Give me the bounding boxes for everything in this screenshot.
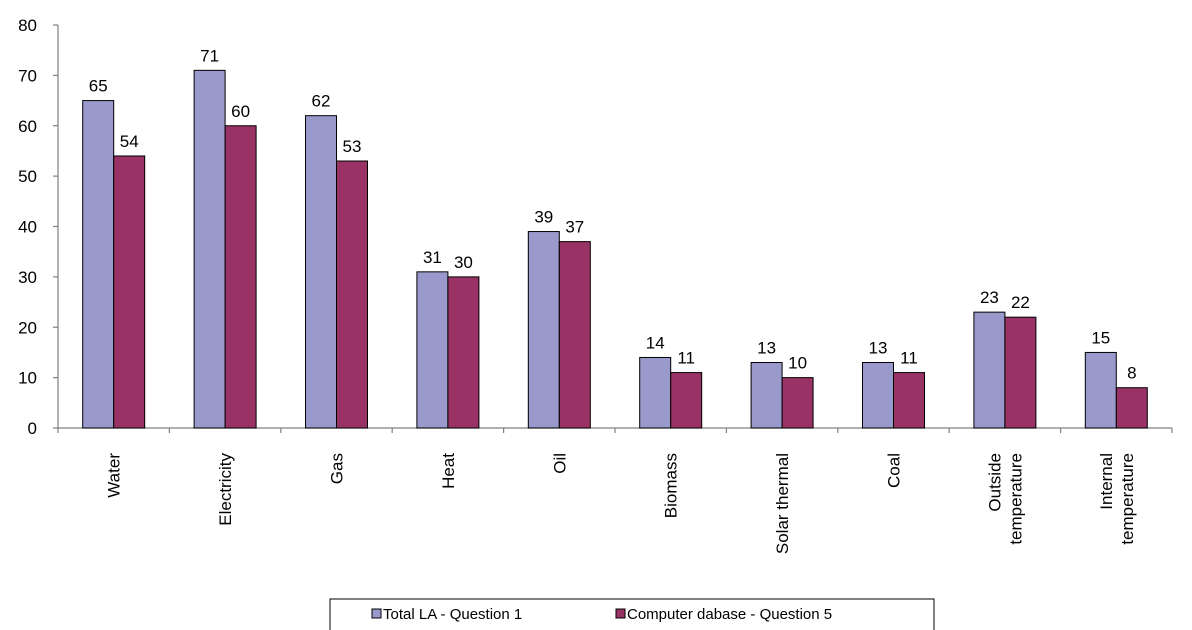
data-label: 8 <box>1127 364 1136 383</box>
data-label: 62 <box>312 92 331 111</box>
data-label: 13 <box>757 339 776 358</box>
bar-computer-database-biomass <box>671 373 702 428</box>
y-tick-label: 60 <box>18 117 37 136</box>
category-label: temperature <box>1118 453 1137 545</box>
legend-swatch <box>616 609 625 618</box>
bar-computer-database-heat <box>448 277 479 428</box>
bar-total-la-outside-temperature <box>974 312 1005 428</box>
bar-computer-database-oil <box>559 242 590 428</box>
bar-total-la-coal <box>863 363 894 428</box>
y-tick-label: 10 <box>18 369 37 388</box>
data-label: 65 <box>89 77 108 96</box>
data-label: 31 <box>423 248 442 267</box>
y-tick-label: 0 <box>28 419 37 438</box>
data-label: 23 <box>980 288 999 307</box>
y-tick-label: 70 <box>18 66 37 85</box>
bar-computer-database-electricity <box>225 126 256 428</box>
category-labels: Water Electricity Gas Heat Oil Biomass Solar t… <box>105 453 1137 555</box>
data-label: 54 <box>120 132 139 151</box>
bar-total-la-internal-temperature <box>1085 352 1116 428</box>
bar-computer-database-coal <box>894 373 925 428</box>
category-label: Electricity <box>216 453 235 526</box>
category-label: Biomass <box>662 453 681 518</box>
data-label: 11 <box>900 349 918 368</box>
bars <box>83 70 1148 428</box>
data-label: 71 <box>200 46 219 65</box>
data-label: 37 <box>565 218 584 237</box>
data-label: 60 <box>231 102 250 121</box>
data-label: 11 <box>677 349 695 368</box>
bar-total-la-electricity <box>194 70 225 428</box>
bar-total-la-heat <box>417 272 448 428</box>
legend-label: Computer dabase - Question 5 <box>627 606 832 623</box>
category-label: Water <box>105 453 124 498</box>
legend-swatch <box>372 609 381 618</box>
y-tick-label: 80 <box>18 16 37 35</box>
category-label: Heat <box>439 453 458 489</box>
bar-computer-database-internal-temperature <box>1116 388 1147 428</box>
y-tick-label: 20 <box>18 318 37 337</box>
data-label: 14 <box>646 333 665 352</box>
category-label: Outside <box>985 453 1004 512</box>
bar-total-la-solar-thermal <box>751 363 782 428</box>
y-tick-label: 50 <box>18 167 37 186</box>
data-label: 53 <box>343 137 362 156</box>
legend-label: Total LA - Question 1 <box>383 606 522 623</box>
data-label: 39 <box>534 208 553 227</box>
legend: Total LA - Question 1 Computer dabase - Q… <box>330 599 934 630</box>
category-label: Solar thermal <box>773 453 792 554</box>
bar-total-la-biomass <box>640 357 671 428</box>
category-label: temperature <box>1006 453 1025 545</box>
data-label: 30 <box>454 253 473 272</box>
bar-computer-database-gas <box>337 161 368 428</box>
category-label: Gas <box>328 453 347 484</box>
y-tick-label: 40 <box>18 218 37 237</box>
bar-total-la-water <box>83 101 114 428</box>
data-label: 10 <box>788 354 807 373</box>
category-label: Internal <box>1097 453 1116 510</box>
data-label: 13 <box>869 339 888 358</box>
bar-computer-database-solar-thermal <box>782 378 813 428</box>
category-label: Oil <box>550 453 569 474</box>
category-label: Coal <box>885 453 904 488</box>
bar-total-la-gas <box>306 116 337 428</box>
data-label: 15 <box>1091 328 1110 347</box>
data-label: 22 <box>1011 293 1030 312</box>
bar-total-la-oil <box>528 232 559 428</box>
bar-computer-database-outside-temperature <box>1005 317 1036 428</box>
bar-computer-database-water <box>114 156 145 428</box>
y-tick-label: 30 <box>18 268 37 287</box>
